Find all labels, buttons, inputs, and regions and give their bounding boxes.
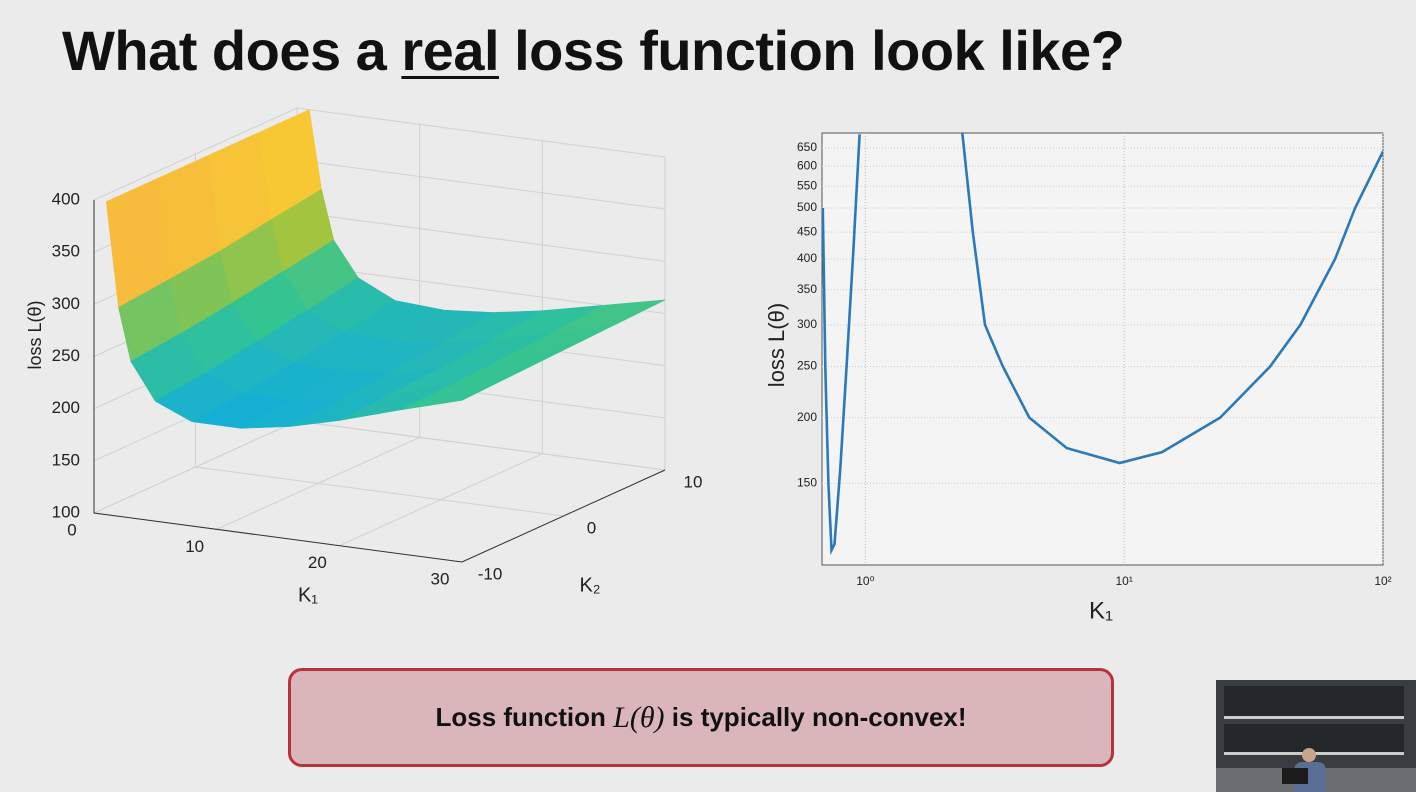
x-tick-label: 10⁰ [856, 574, 874, 588]
y-tick-label: 500 [797, 200, 817, 214]
y-tick-label: 400 [797, 251, 817, 265]
y-tick-label: 450 [797, 224, 817, 238]
y-tick-label: 600 [797, 158, 817, 172]
y-tick-label: 0 [587, 518, 596, 537]
loss-curve [961, 133, 1383, 465]
y-tick-label: 550 [797, 178, 817, 192]
y-axis-label: loss L(θ) [764, 303, 789, 387]
y-axis-label: K₂ [579, 574, 600, 596]
y-tick-label: 350 [797, 282, 817, 296]
z-tick-label: 200 [52, 398, 80, 417]
title-text: What does a [62, 19, 402, 82]
surface-plot: 100 150 200 250 300 350 400 0 10 20 30 -10 0 10 loss L… [25, 107, 703, 606]
z-tick-label: 250 [52, 346, 80, 365]
x-axis-label: K₁ [298, 584, 318, 606]
loss-curve [822, 134, 861, 556]
x-tick-label: 20 [308, 553, 327, 572]
callout-text: is typically non-convex! [671, 702, 967, 732]
x-tick-label: 10¹ [1116, 574, 1133, 588]
callout-box: Loss function L(θ) is typically non-conv… [288, 668, 1114, 767]
z-tick-label: 300 [52, 294, 80, 313]
x-tick-label: 10 [185, 537, 204, 556]
surface-patch [400, 374, 513, 411]
z-tick-label: 400 [52, 189, 80, 208]
y-tick-label: 150 [797, 476, 817, 490]
y-tick-label: 250 [797, 359, 817, 373]
y-tick-label: 10 [684, 472, 703, 491]
line-plot: 150 200 250 300 350 400 450 500 550 600 650 10⁰ 10¹ 1… [764, 133, 1392, 624]
title-emphasis: real [401, 19, 500, 82]
y-tick-label: -10 [478, 564, 503, 583]
webcam-view [1216, 680, 1416, 792]
z-axis-label: loss L(θ) [25, 300, 45, 369]
z-tick-label: 150 [52, 450, 80, 469]
z-tick-label: 100 [52, 502, 80, 521]
x-tick-label: 30 [431, 569, 450, 588]
callout-math: L(θ) [613, 700, 665, 734]
y-tick-label: 300 [797, 317, 817, 331]
plot-area [821, 132, 1384, 566]
z-tick-label: 350 [52, 242, 80, 261]
callout-text: Loss function [435, 702, 606, 732]
x-axis-label: K₁ [1089, 597, 1113, 624]
charts: 100 150 200 250 300 350 400 0 10 20 30 -10 0 10 loss L… [25, 107, 1392, 624]
axis-line [93, 200, 666, 563]
y-tick-label: 200 [797, 410, 817, 424]
y-tick-label: 650 [797, 140, 817, 154]
x-tick-label: 10² [1374, 574, 1391, 588]
slide-title: What does a real loss function look like… [62, 18, 1125, 83]
grid-line [93, 420, 666, 514]
title-text: loss function look like? [499, 19, 1125, 82]
x-tick-label: 0 [67, 520, 76, 539]
